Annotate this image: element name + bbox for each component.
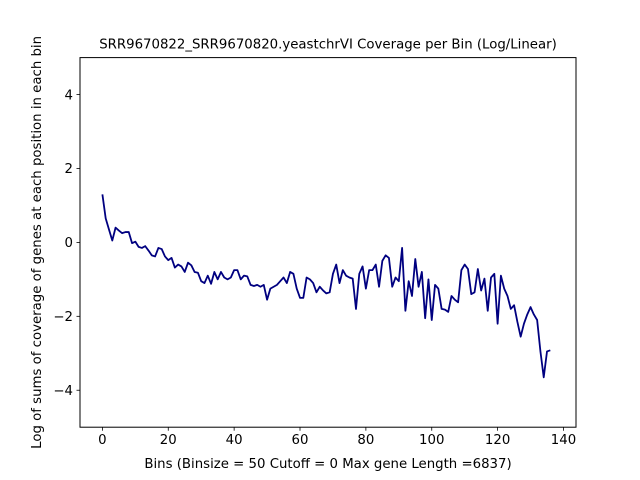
x-tick-label: 80: [357, 433, 374, 448]
x-tick-label: 40: [226, 433, 243, 448]
chart-title: SRR9670822_SRR9670820.yeastchrVI Coverag…: [99, 38, 557, 53]
y-tick-label: 2: [65, 162, 73, 177]
x-axis-label: Bins (Binsize = 50 Cutoff = 0 Max gene L…: [144, 457, 511, 472]
x-axis: 0 20 40 60 80 100 120 140: [98, 427, 576, 448]
x-tick-label: 20: [160, 433, 177, 448]
x-tick-label: 100: [419, 433, 444, 448]
x-tick-label: 0: [98, 433, 106, 448]
x-tick-label: 60: [292, 433, 309, 448]
y-tick-label: −2: [53, 310, 73, 325]
y-tick-label: 4: [65, 88, 73, 103]
y-axis-label: Log of sums of coverage of genes at each…: [30, 36, 45, 449]
x-tick-label: 140: [551, 433, 576, 448]
y-axis: −4 −2 0 2 4: [53, 88, 80, 399]
y-tick-label: −4: [53, 384, 73, 399]
series-line: [101, 194, 551, 379]
x-tick-label: 120: [485, 433, 510, 448]
y-tick-label: 0: [65, 236, 73, 251]
